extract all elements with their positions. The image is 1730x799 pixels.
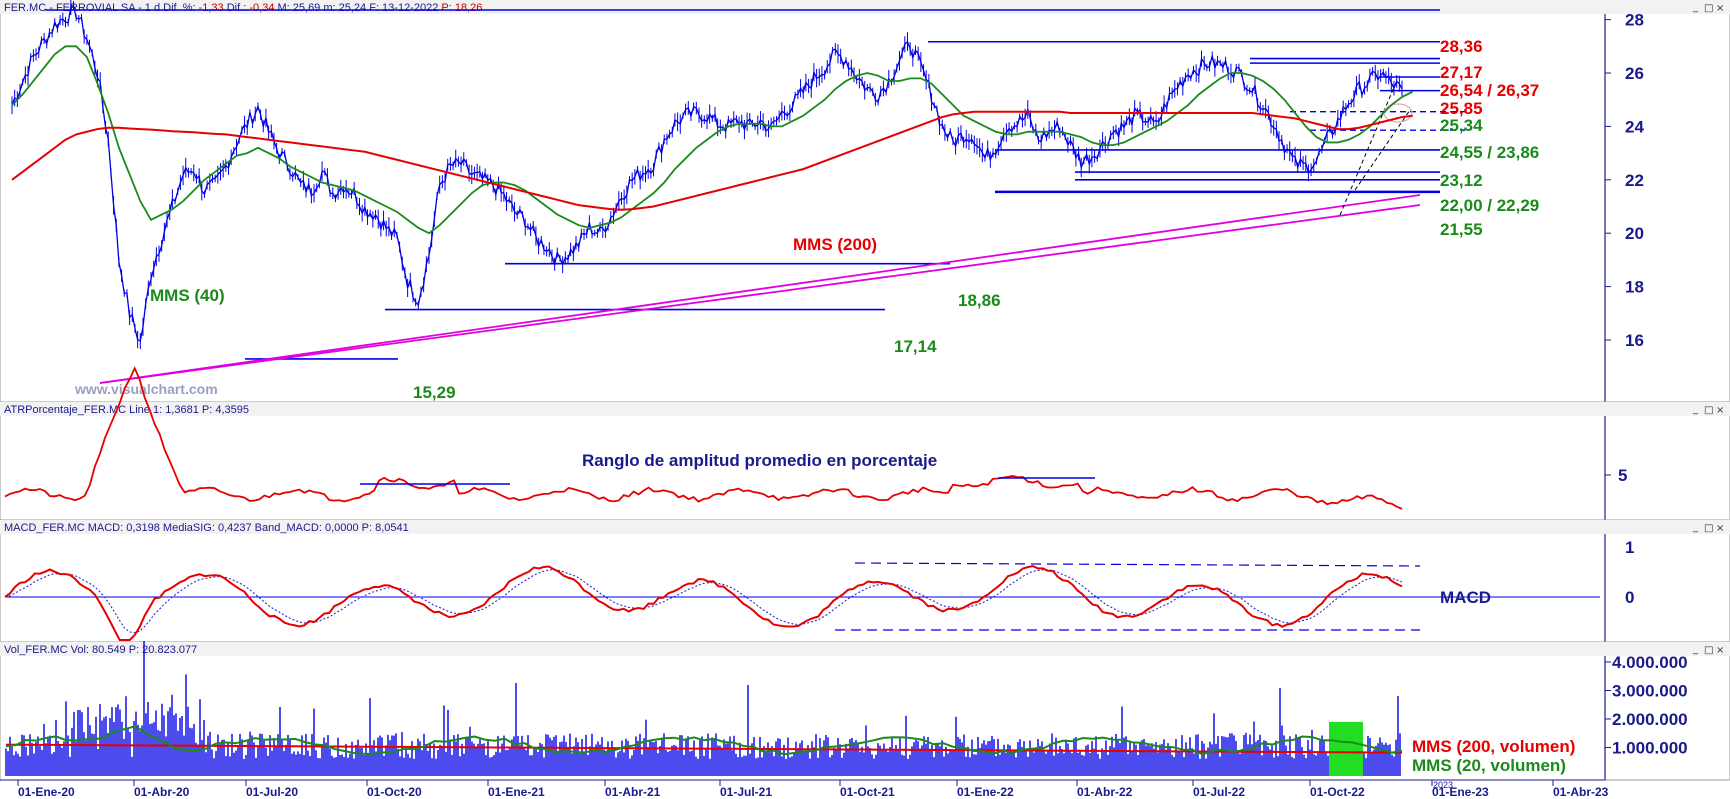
macd-pane-header: MACD_FER.MC MACD: 0,3198 MediaSIG: 0,423… bbox=[4, 522, 409, 534]
level-label-right: 26,54 / 26,37 bbox=[1440, 81, 1539, 100]
volume-pane-header: Vol_FER.MC Vol: 80.549 P: 20.823.077 bbox=[4, 644, 197, 656]
mms200-line bbox=[11, 110, 1413, 211]
x-tick-label: 01-Jul-21 bbox=[720, 785, 772, 799]
maximize-icon: □ bbox=[1704, 645, 1713, 656]
macd-annotation: MACD bbox=[1440, 588, 1491, 607]
macd-y-tick: 0 bbox=[1625, 588, 1634, 607]
volume-y-tick: 2.000.000 bbox=[1612, 710, 1688, 729]
x-tick-label: 01-Ene-23 bbox=[1432, 785, 1489, 799]
volume-mms200-line bbox=[5, 743, 1403, 754]
pane-header-bar bbox=[0, 642, 1730, 656]
y-tick-label: 22 bbox=[1625, 171, 1644, 190]
x-tick-label: 01-Jul-22 bbox=[1193, 785, 1245, 799]
y-tick-label: 20 bbox=[1625, 224, 1644, 243]
macd-y-tick: 1 bbox=[1625, 538, 1634, 557]
close-icon: × bbox=[1716, 3, 1724, 14]
pane-header-bar bbox=[0, 402, 1730, 416]
atr-pane-header: ATRPorcentaje_FER.MC Line 1: 1,3681 P: 4… bbox=[4, 404, 249, 416]
atr-annotation: Ranglo de amplitud promedio en porcentaj… bbox=[582, 451, 937, 470]
price-pane-header: FER.MC - FERROVIAL SA - 1 d Dif. %: -1,3… bbox=[4, 2, 482, 14]
level-label-left: 15,29 bbox=[413, 383, 456, 402]
macd-pane bbox=[0, 519, 1730, 643]
price-pane bbox=[0, 0, 1730, 403]
volume-mms200-label: MMS (200, volumen) bbox=[1412, 737, 1575, 756]
minimize-icon: _ bbox=[1692, 2, 1699, 13]
x-tick-label: 01-Ene-22 bbox=[957, 785, 1014, 799]
volume-y-tick: 1.000.000 bbox=[1612, 739, 1688, 758]
minimize-icon: _ bbox=[1692, 404, 1699, 415]
maximize-icon: □ bbox=[1704, 3, 1713, 14]
macd-dashed-line bbox=[854, 562, 1421, 567]
minimize-icon: _ bbox=[1692, 644, 1699, 655]
volume-y-tick: 3.000.000 bbox=[1612, 682, 1688, 701]
pane-window-controls[interactable]: _ □ × bbox=[1692, 644, 1724, 656]
x-tick-label: 01-Oct-21 bbox=[840, 785, 895, 799]
y-tick-label: 26 bbox=[1625, 64, 1644, 83]
close-icon: × bbox=[1716, 645, 1724, 656]
x-tick-label: 01-Abr-22 bbox=[1077, 785, 1133, 799]
watermark: www.visualchart.com bbox=[74, 381, 218, 397]
mms200-label: MMS (200) bbox=[793, 235, 877, 254]
level-label-right: 22,00 / 22,29 bbox=[1440, 196, 1539, 215]
volume-y-tick: 4.000.000 bbox=[1612, 653, 1688, 672]
minimize-icon: _ bbox=[1692, 522, 1699, 533]
level-label-left: 18,86 bbox=[958, 291, 1001, 310]
level-label-right: 23,12 bbox=[1440, 171, 1483, 190]
level-label-right: 25,85 bbox=[1440, 99, 1483, 118]
atr-pane bbox=[0, 401, 1730, 521]
x-tick-label: 01-Abr-20 bbox=[134, 785, 190, 799]
close-icon: × bbox=[1716, 405, 1724, 416]
x-tick-label: 01-Jul-20 bbox=[246, 785, 298, 799]
atr-y-tick: 5 bbox=[1618, 466, 1627, 485]
x-tick-label: 01-Ene-20 bbox=[18, 785, 75, 799]
channel-line bbox=[1339, 84, 1396, 216]
macd-line bbox=[4, 565, 1403, 641]
mms40-label: MMS (40) bbox=[150, 286, 225, 305]
pane-window-controls[interactable]: _ □ × bbox=[1692, 404, 1724, 416]
x-tick-label: 01-Ene-21 bbox=[488, 785, 545, 799]
x-tick-label: 01-Abr-23 bbox=[1553, 785, 1609, 799]
mms40-line bbox=[11, 45, 1414, 235]
x-year-label: 2023 bbox=[1433, 780, 1453, 790]
trendline-upper bbox=[99, 204, 1421, 384]
volume-mms20-line bbox=[5, 725, 1403, 756]
level-label-right: 27,17 bbox=[1440, 63, 1483, 82]
x-tick-label: 01-Oct-20 bbox=[367, 785, 422, 799]
y-tick-label: 18 bbox=[1625, 278, 1644, 297]
pane-window-controls[interactable]: _ □ × bbox=[1692, 2, 1724, 14]
channel-line bbox=[1354, 109, 1411, 191]
close-icon: × bbox=[1716, 523, 1724, 534]
x-tick-label: 01-Oct-22 bbox=[1310, 785, 1365, 799]
level-label-right: 25,34 bbox=[1440, 116, 1483, 135]
y-tick-label: 28 bbox=[1625, 11, 1644, 30]
pane-window-controls[interactable]: _ □ × bbox=[1692, 522, 1724, 534]
macd-signal-line bbox=[4, 569, 1403, 634]
level-label-right: 21,55 bbox=[1440, 220, 1483, 239]
y-tick-label: 16 bbox=[1625, 331, 1644, 350]
maximize-icon: □ bbox=[1704, 405, 1713, 416]
atr-line bbox=[4, 366, 1403, 510]
level-label-left: 17,14 bbox=[894, 337, 937, 356]
level-label-right: 24,55 / 23,86 bbox=[1440, 143, 1539, 162]
pane-header-bar bbox=[0, 520, 1730, 534]
x-tick-label: 01-Abr-21 bbox=[605, 785, 661, 799]
y-tick-label: 24 bbox=[1625, 117, 1644, 136]
price-line bbox=[11, 4, 1403, 343]
level-label-right: 28,36 bbox=[1440, 37, 1483, 56]
volume-mms20-label: MMS (20, volumen) bbox=[1412, 756, 1566, 775]
trendline-lower bbox=[99, 194, 1421, 384]
maximize-icon: □ bbox=[1704, 523, 1713, 534]
